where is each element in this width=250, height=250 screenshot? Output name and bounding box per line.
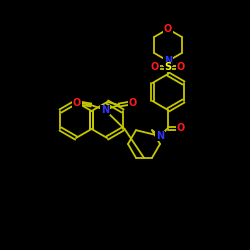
Text: O: O — [177, 123, 185, 133]
Text: S: S — [164, 62, 172, 72]
Text: O: O — [151, 62, 159, 72]
Text: N: N — [156, 131, 164, 141]
Text: O: O — [177, 62, 185, 72]
Text: N: N — [164, 56, 172, 66]
Text: O: O — [129, 98, 137, 108]
Text: O: O — [73, 98, 81, 108]
Text: N: N — [101, 105, 109, 115]
Text: O: O — [164, 24, 172, 34]
